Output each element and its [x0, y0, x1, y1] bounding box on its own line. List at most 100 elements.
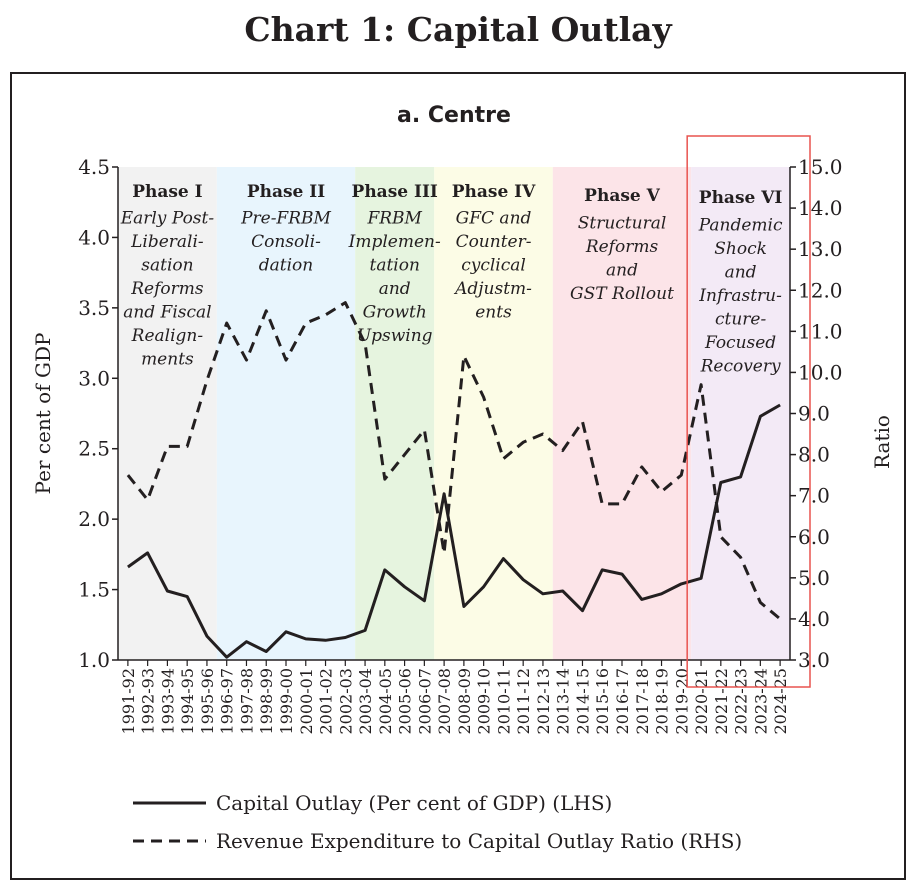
phase-description-line: cture-: [715, 310, 766, 330]
x-tick-label: 2005-06: [396, 668, 415, 734]
phase-band-2: [216, 167, 356, 660]
phase-description-line: Recovery: [700, 357, 781, 377]
x-tick-label: 2023-24: [751, 668, 770, 734]
x-tick-label: 2022-23: [732, 668, 751, 734]
phase-label: Phase II: [247, 182, 325, 202]
x-tick-label: 2009-10: [475, 668, 494, 734]
x-tick-label: 2014-15: [573, 668, 592, 734]
phase-description-line: and: [379, 279, 411, 299]
left-tick-label: 1.5: [78, 578, 110, 602]
x-tick-label: 2019-20: [672, 668, 691, 734]
x-tick-label: 2006-07: [415, 668, 434, 734]
phase-description-line: Consoli-: [251, 232, 321, 252]
x-tick-label: 1993-94: [158, 668, 177, 734]
phase-band-6: [691, 167, 790, 660]
x-tick-label: 2000-01: [297, 668, 316, 734]
left-tick-label: 3.0: [78, 366, 110, 390]
x-tick-label: 1995-96: [198, 668, 217, 734]
x-tick-label: 1996-97: [218, 668, 237, 734]
phase-description-line: Realign-: [131, 326, 204, 346]
right-tick-label: 11.0: [798, 319, 843, 343]
right-tick-label: 7.0: [798, 484, 830, 508]
right-tick-label: 8.0: [798, 443, 830, 467]
phase-description-line: Upswing: [357, 326, 433, 346]
phase-description-line: Counter-: [456, 232, 532, 252]
phase-description-line: GST Rollout: [570, 284, 674, 304]
left-axis-title: Per cent of GDP: [31, 333, 55, 495]
x-tick-label: 1997-98: [237, 668, 256, 734]
chart-main-title: Chart 1: Capital Outlay: [244, 10, 672, 49]
phase-description-line: Focused: [704, 333, 776, 353]
phase-label: Phase III: [352, 182, 438, 202]
left-tick-label: 3.5: [78, 296, 110, 320]
phase-description-line: tation: [369, 256, 419, 276]
axes: 1.0 1.5 2.0 2.5 3.0 3.5 4.0 4.5 3.0 4.0 5.0 6.0 7.0 8…: [78, 155, 842, 734]
legend: Capital Outlay (Per cent of GDP) (LHS) Re…: [133, 791, 742, 853]
x-tick-label: 1994-95: [178, 668, 197, 734]
x-tick-label: 2012-13: [534, 668, 553, 734]
right-tick-label: 15.0: [798, 155, 843, 179]
x-tick-label: 2008-09: [455, 668, 474, 734]
right-tick-label: 9.0: [798, 402, 830, 426]
phase-label: Phase I: [132, 182, 202, 202]
phase-description-line: and Fiscal: [123, 303, 211, 323]
phase-band-1: [118, 167, 217, 660]
x-tick-label: 2017-18: [633, 668, 652, 734]
x-tick-label: 1998-99: [257, 668, 276, 734]
phase-description-line: Pre-FRBM: [240, 209, 331, 229]
chart-subtitle: a. Centre: [397, 103, 511, 128]
left-tick-label: 4.5: [78, 155, 110, 179]
right-tick-label: 4.0: [798, 607, 830, 631]
phase-description-line: dation: [259, 256, 313, 276]
phase-description-line: Structural: [578, 214, 667, 234]
right-tick-label: 3.0: [798, 648, 830, 672]
phase-description-line: Implemen-: [348, 232, 441, 252]
phase-description-line: cyclical: [461, 256, 526, 276]
phase-description-line: and: [606, 261, 638, 281]
x-tick-label: 2001-02: [317, 668, 336, 734]
phase-description-line: sation: [141, 256, 193, 276]
x-tick-label: 2004-05: [376, 668, 395, 734]
x-tick-label: 2015-16: [593, 668, 612, 734]
right-tick-label: 13.0: [798, 237, 843, 261]
phase-description-line: Pandemic: [698, 216, 783, 236]
phase-description-line: FRBM: [366, 209, 422, 229]
x-tick-label: 1991-92: [119, 668, 138, 734]
x-tick-label: 2013-14: [554, 668, 573, 734]
highlight-box: [686, 135, 811, 688]
x-tick-label: 1999-00: [277, 668, 296, 734]
capital-outlay-series-line: [127, 403, 781, 659]
chart-frame: [10, 72, 906, 880]
left-tick-label: 2.5: [78, 437, 110, 461]
right-tick-label: 6.0: [798, 525, 830, 549]
left-tick-label: 2.0: [78, 507, 110, 531]
phase-bands: [118, 167, 790, 660]
phase-description-line: Adjustm-: [453, 279, 532, 299]
phase-label: Phase VI: [699, 188, 783, 208]
chart-labels: a. Centre Phase I Early Post- Liberali-sati…: [31, 103, 894, 688]
x-tick-label: 2010-11: [494, 668, 513, 734]
right-tick-label: 14.0: [798, 196, 843, 220]
legend-label-1: Capital Outlay (Per cent of GDP) (LHS): [216, 791, 612, 815]
phase-description-line: Reforms: [585, 237, 659, 257]
x-tick-label: 2016-17: [613, 668, 632, 734]
x-tick-label: 2007-08: [435, 668, 454, 734]
phase-band-5: [552, 167, 692, 660]
x-tick-label: 1992-93: [139, 668, 158, 734]
phase-description-line: ments: [141, 350, 194, 370]
phase-description-line: Growth: [363, 303, 427, 323]
x-tick-label: 2024-25: [771, 668, 790, 734]
phase-description-line: GFC and: [456, 209, 532, 229]
x-tick-label: 2003-04: [356, 668, 375, 734]
x-tick-label: 2018-19: [653, 668, 672, 734]
phase-band-4: [434, 167, 553, 660]
left-tick-label: 1.0: [78, 648, 110, 672]
phase-description-line: Shock: [714, 239, 767, 259]
x-tick-label: 2021-22: [712, 668, 731, 734]
series-lines: [126, 301, 782, 659]
right-axis-title: Ratio: [870, 415, 894, 469]
ratio-series-line: [126, 301, 782, 621]
x-tick-label: 2011-12: [514, 668, 533, 734]
right-tick-label: 10.0: [798, 360, 843, 384]
